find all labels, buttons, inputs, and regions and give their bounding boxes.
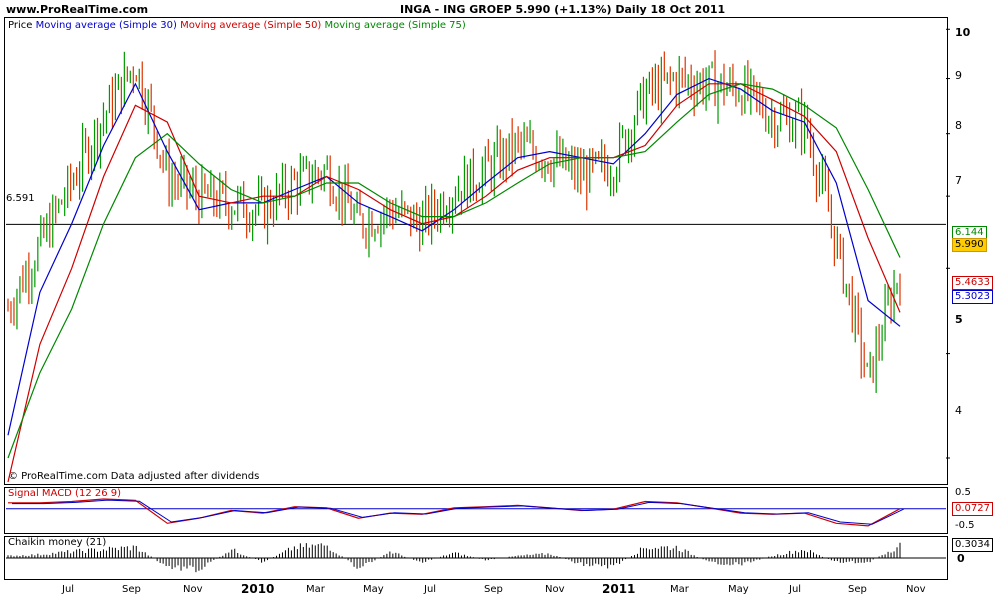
ma50-value-box: 5.4633 (952, 276, 993, 290)
chaikin-zero-label: 0 (957, 552, 965, 565)
legend-ma50: Moving average (Simple 50) (180, 20, 322, 31)
xlabel-mar-2010: Mar (306, 584, 325, 595)
xlabel-2011: 2011 (602, 582, 636, 596)
xlabel-nov-2011: Nov (906, 584, 926, 595)
macd-ytick-high: 0.5 (955, 487, 971, 498)
macd-ytick-low: -0.5 (955, 520, 975, 531)
xlabel-2010: 2010 (241, 582, 275, 596)
ma30-line (7, 77, 901, 436)
xlabel-mar-2011: Mar (670, 584, 689, 595)
ma50-line (7, 83, 901, 483)
ytick-4: 4 (955, 404, 962, 417)
hline-label: 6.591 (6, 193, 35, 204)
macd-label: Signal MACD (12 26 9) (8, 488, 122, 499)
ma75-line (7, 83, 901, 459)
price-legend: Price Moving average (Simple 30) Moving … (8, 20, 466, 31)
ytick-5: 5 (955, 313, 963, 326)
chaikin-label: Chaikin money (21) (8, 537, 107, 548)
ytick-10: 10 (955, 26, 971, 39)
xlabel-jul-2009: Jul (62, 584, 75, 595)
macd-signal-curve (12, 499, 905, 525)
legend-ma30: Moving average (Simple 30) (35, 20, 177, 31)
price-panel[interactable] (4, 17, 948, 485)
chaikin-value-box: 0.3034 (952, 538, 993, 552)
xlabel-may-2010: May (363, 584, 384, 595)
ytick-8: 8 (955, 119, 962, 132)
legend-price: Price (8, 20, 33, 31)
ytick-9: 9 (955, 69, 962, 82)
chart-title: INGA - ING GROEP 5.990 (+1.13%) Daily 18… (400, 3, 726, 16)
xlabel-jul-2010: Jul (424, 584, 437, 595)
xlabel-may-2011: May (728, 584, 749, 595)
xlabel-sep-2009: Sep (122, 584, 141, 595)
site-name: www.ProRealTime.com (6, 3, 149, 16)
macd-value-box: 0.0727 (952, 502, 993, 516)
xlabel-nov-2010: Nov (545, 584, 565, 595)
macd-panel[interactable] (4, 487, 948, 534)
xlabel-sep-2011: Sep (848, 584, 867, 595)
xlabel-nov-2009: Nov (183, 584, 203, 595)
xlabel-jul-2011: Jul (789, 584, 802, 595)
ma30-value-box: 5.3023 (952, 290, 993, 304)
price-footer: © ProRealTime.com Data adjusted after di… (8, 471, 260, 482)
last-price-box: 5.990 (952, 238, 987, 252)
xlabel-sep-2010: Sep (484, 584, 503, 595)
legend-ma75: Moving average (Simple 75) (324, 20, 466, 31)
ytick-7: 7 (955, 174, 962, 187)
